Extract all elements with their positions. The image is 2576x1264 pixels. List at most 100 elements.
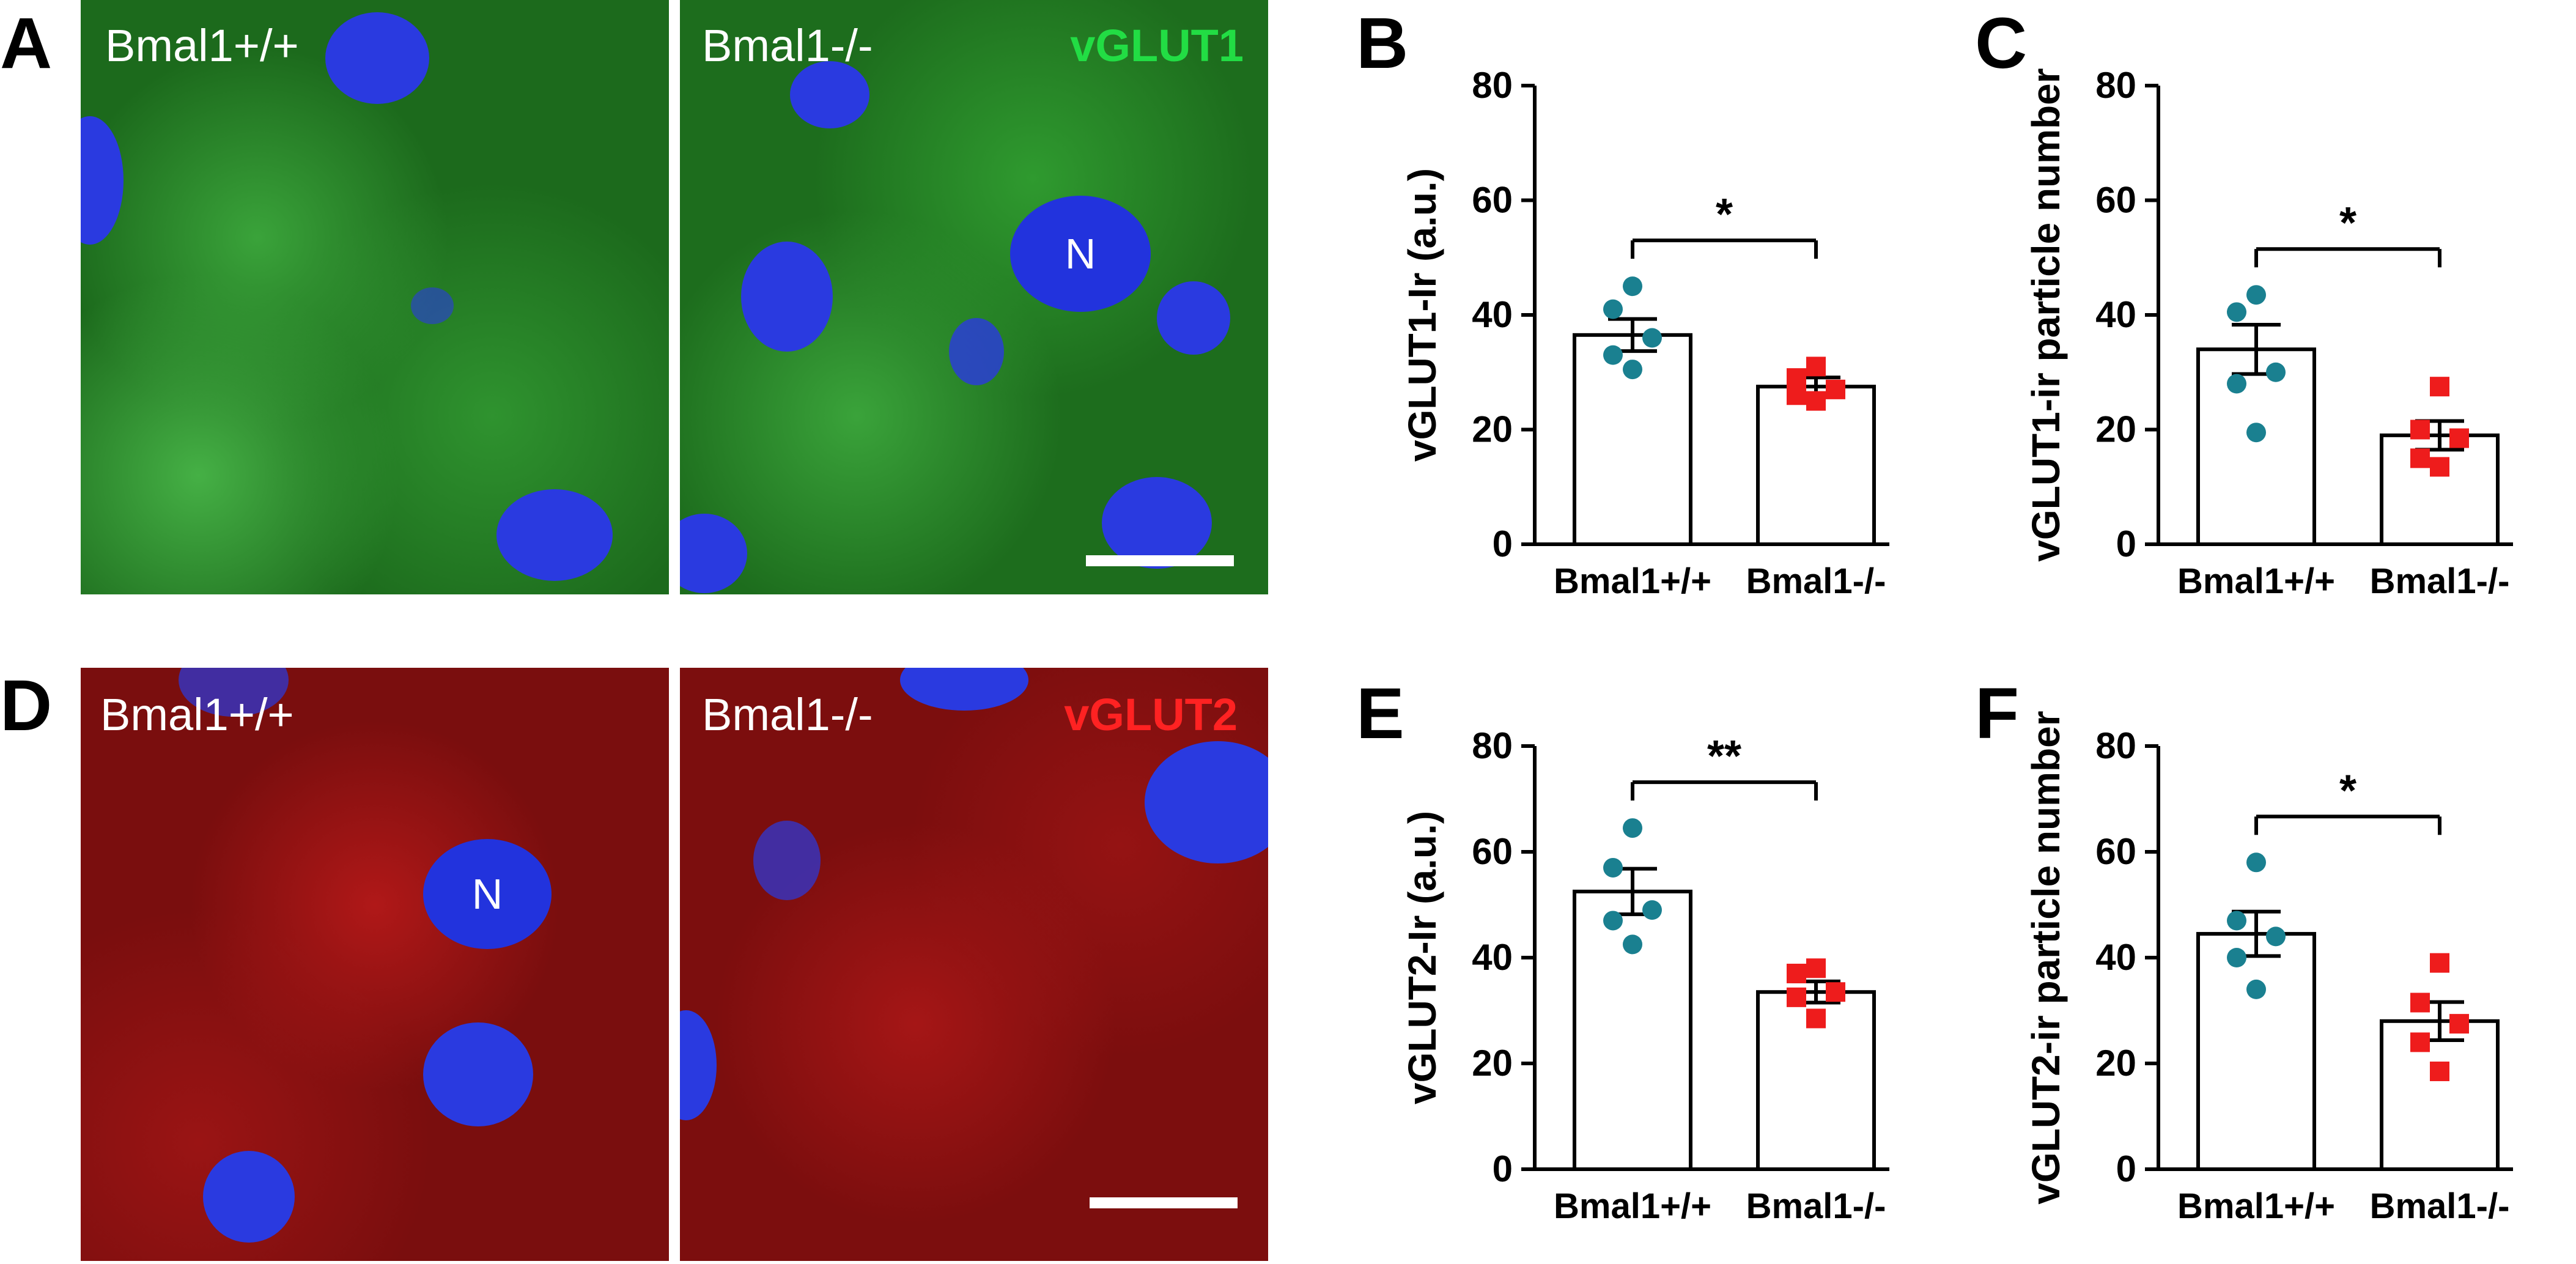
significance-label: * bbox=[2339, 199, 2356, 248]
nucleus-label: N bbox=[471, 870, 503, 918]
chart-e: 0 20 40 60 80 vGLUT2-Ir (a.u.) Bmal1+/+ Bmal1-/… bbox=[1382, 660, 1957, 1261]
data-point bbox=[1603, 345, 1623, 365]
micrograph-a-knockout: N Bmal1-/- vGLUT1 bbox=[680, 0, 1268, 594]
data-point bbox=[1806, 357, 1826, 377]
y-tick-label: 20 bbox=[2095, 409, 2136, 450]
micrograph-a-wildtype: Bmal1+/+ bbox=[81, 0, 669, 594]
marker-label-vglut2: vGLUT2 bbox=[1064, 689, 1238, 740]
bar bbox=[1756, 990, 1876, 1171]
data-point bbox=[1787, 385, 1806, 405]
x-tick-label: Bmal1+/+ bbox=[2177, 1186, 2335, 1226]
marker-label-vglut1: vGLUT1 bbox=[1070, 20, 1244, 71]
data-point bbox=[1787, 963, 1806, 983]
nucleus bbox=[423, 839, 552, 949]
y-axis-label: vGLUT1-Ir (a.u.) bbox=[1400, 168, 1444, 462]
bar bbox=[2196, 347, 2316, 546]
nucleus bbox=[203, 1151, 295, 1243]
micrograph-label: Bmal1-/- bbox=[702, 689, 873, 740]
y-tick-label: 80 bbox=[1472, 65, 1513, 106]
data-point bbox=[1826, 379, 1845, 399]
data-point bbox=[1623, 934, 1642, 955]
data-point bbox=[1642, 900, 1662, 920]
data-point bbox=[2410, 419, 2430, 440]
chart-c: 0 20 40 60 80 vGLUT1-ir particle number Bmal1+… bbox=[2006, 0, 2576, 636]
scale-bar bbox=[1086, 555, 1234, 566]
x-tick-label: Bmal1+/+ bbox=[2177, 561, 2335, 601]
y-axis-label: vGLUT1-ir particle number bbox=[2024, 68, 2068, 561]
y-tick-label: 80 bbox=[1472, 725, 1513, 766]
x-tick-label: Bmal1+/+ bbox=[1554, 1186, 1711, 1226]
chart-e-svg: 0 20 40 60 80 vGLUT2-Ir (a.u.) Bmal1+/+ Bmal1-/… bbox=[1400, 725, 1889, 1226]
nucleus bbox=[753, 821, 821, 900]
data-point bbox=[2227, 302, 2246, 322]
data-point bbox=[1806, 391, 1826, 411]
y-tick-label: 20 bbox=[1472, 1043, 1513, 1084]
data-point bbox=[1603, 857, 1623, 878]
data-point bbox=[2449, 428, 2469, 448]
x-tick-label: Bmal1+/+ bbox=[1554, 561, 1711, 601]
data-point bbox=[2227, 374, 2246, 394]
data-point bbox=[2410, 992, 2430, 1013]
nucleus-label: N bbox=[1065, 230, 1096, 278]
nucleus bbox=[1010, 196, 1151, 312]
data-point bbox=[2430, 953, 2449, 973]
data-point bbox=[2266, 362, 2286, 382]
panel-letter-b: B bbox=[1356, 3, 1409, 84]
data-point bbox=[2266, 926, 2286, 947]
nucleus bbox=[1145, 741, 1268, 863]
bar bbox=[2196, 932, 2316, 1171]
panel-letter-a: A bbox=[0, 3, 53, 84]
data-point bbox=[2227, 948, 2246, 967]
panel-letter-c: C bbox=[1975, 3, 2028, 84]
chart-b-svg: 0 20 40 60 80 vGLUT1-Ir (a.u.) Bmal1+/+ Bmal1-/… bbox=[1400, 65, 1889, 601]
x-tick-label: Bmal1-/- bbox=[2370, 561, 2510, 601]
nucleus bbox=[423, 1022, 533, 1126]
data-point bbox=[1603, 911, 1623, 931]
nucleus bbox=[900, 668, 1028, 711]
nucleus bbox=[496, 489, 613, 581]
data-point bbox=[1806, 1008, 1826, 1029]
data-point bbox=[2449, 1014, 2469, 1034]
y-tick-label: 0 bbox=[1493, 1148, 1513, 1189]
data-point bbox=[2410, 448, 2430, 468]
y-tick-label: 80 bbox=[2095, 725, 2136, 766]
data-point bbox=[2246, 285, 2266, 305]
bar bbox=[2380, 1019, 2500, 1171]
data-point bbox=[2430, 457, 2449, 477]
nucleus bbox=[741, 242, 833, 352]
y-tick-label: 0 bbox=[1493, 523, 1513, 564]
chart-f: 0 20 40 60 80 vGLUT2-ir particle number Bmal1+… bbox=[2006, 660, 2576, 1261]
data-point bbox=[1806, 958, 1826, 978]
y-tick-label: 60 bbox=[2095, 180, 2136, 221]
scale-bar bbox=[1090, 1197, 1238, 1208]
nucleus bbox=[411, 287, 454, 324]
data-point bbox=[1623, 276, 1642, 297]
y-tick-label: 60 bbox=[1472, 831, 1513, 872]
bar bbox=[1573, 889, 1692, 1171]
nucleus bbox=[790, 61, 869, 128]
data-point bbox=[2410, 1032, 2430, 1052]
bar bbox=[1756, 385, 1876, 546]
chart-c-svg: 0 20 40 60 80 vGLUT1-ir particle number Bmal1+… bbox=[2024, 65, 2513, 601]
data-point bbox=[2246, 423, 2266, 443]
y-tick-label: 40 bbox=[2095, 937, 2136, 978]
significance-label: ** bbox=[1707, 732, 1741, 781]
chart-b: 0 20 40 60 80 vGLUT1-Ir (a.u.) Bmal1+/+ Bmal1-/… bbox=[1382, 0, 1957, 636]
data-point bbox=[1603, 299, 1623, 319]
y-tick-label: 60 bbox=[2095, 831, 2136, 872]
micrograph-label: Bmal1-/- bbox=[702, 20, 873, 71]
micrograph-label: Bmal1+/+ bbox=[105, 20, 299, 71]
y-tick-label: 40 bbox=[1472, 294, 1513, 335]
data-point bbox=[2430, 377, 2449, 397]
nucleus bbox=[81, 116, 124, 245]
data-point bbox=[2227, 911, 2246, 931]
y-tick-label: 40 bbox=[2095, 294, 2136, 335]
data-point bbox=[2246, 979, 2266, 999]
x-tick-label: Bmal1-/- bbox=[1746, 561, 1886, 601]
data-point bbox=[2246, 852, 2266, 873]
y-tick-label: 40 bbox=[1472, 937, 1513, 978]
nucleus bbox=[1102, 477, 1212, 569]
data-point bbox=[1787, 987, 1806, 1007]
micrograph-d-knockout: Bmal1-/- vGLUT2 bbox=[680, 668, 1268, 1261]
panel-letter-e: E bbox=[1356, 673, 1404, 754]
